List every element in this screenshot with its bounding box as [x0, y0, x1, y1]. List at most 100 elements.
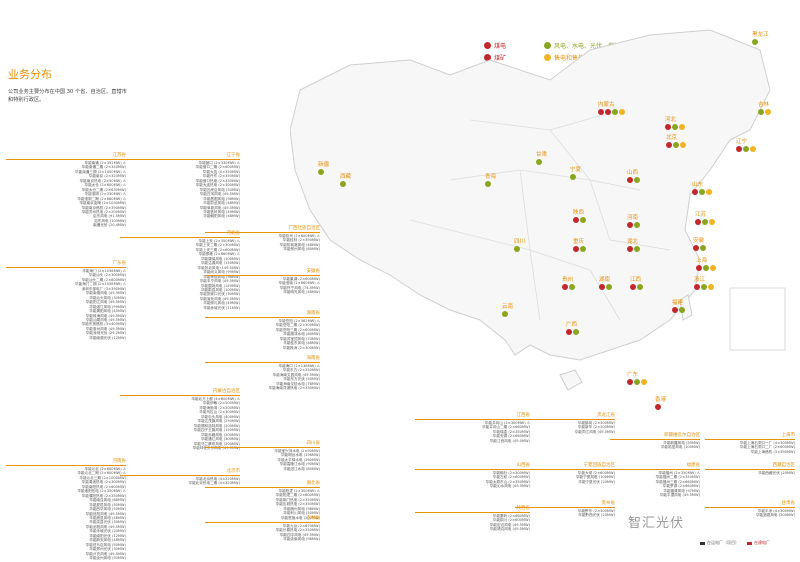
project-line: 华能彰武风电 (48MW)	[203, 201, 240, 206]
project-line: 华能安源 (2×660MW)	[492, 434, 530, 439]
project-line: 华能酒泉风电 (200MW)	[755, 513, 795, 518]
project-line: 华能大连热电 (2×300MW)	[195, 183, 240, 188]
project-line: 华能贺州风电 (80MW)	[283, 247, 320, 252]
project-line: 华能岳阳三期 (2×600MW)	[275, 327, 320, 332]
service-icon	[750, 146, 756, 152]
project-line: 华能南京金陵 (2×1030MW)	[79, 201, 126, 206]
page-title: 业务分布	[8, 68, 52, 81]
province-block: 山西省 华能榆社 (2×300MW) 华能左权 (2×600MW) 华能太原东山 (2…	[415, 462, 530, 489]
project-line: 华能榆社 (2×300MW)	[492, 471, 530, 475]
legend-operating: 在运电厂（项目）	[700, 540, 739, 546]
project-line: 华能南澳光伏 (12MW)	[89, 335, 126, 340]
province-block-heading: 内蒙古自治区	[120, 388, 240, 396]
project-line: 华能张家口光伏 (30MW)	[199, 292, 240, 297]
province-block: 海南省 华能海口 (2×138MW) ⚠ 华能东方 (2×350MW) 华能海南文昌风…	[205, 355, 320, 391]
project-line: 华能揭阳风电 (45MW)	[89, 309, 126, 314]
project-line: 华能朝阳风电 (48MW)	[203, 214, 240, 219]
map-label-3: 河北	[665, 115, 685, 130]
renewable-icon	[752, 39, 758, 45]
province-block-heading: 黑龙江省	[515, 412, 615, 420]
project-line: 华能北京热电 (4×220MW)	[195, 477, 240, 481]
province-name: 福建	[672, 300, 684, 306]
coal-power-icon	[566, 329, 572, 335]
project-line: 华能瓦房店风电 (50MW)	[199, 187, 240, 192]
province-name: 湖北	[627, 239, 639, 245]
renewable-icon	[570, 174, 576, 180]
coal-power-icon	[627, 177, 633, 183]
map-label-19: 湖北	[627, 237, 640, 252]
map-label-22: 贵州	[562, 275, 575, 290]
province-block: 内蒙古自治区 华能北方上都 (4×600MW) ⚠ 华能伊敏 (2×500MW) 华能…	[120, 388, 240, 450]
province-block: 辽宁省 华能营口 (2×330MW) ⚠ 华能营口二期 (2×600MW) 华能大连 …	[120, 152, 240, 219]
renewable-icon	[673, 142, 679, 148]
province-block-heading: 广东省	[6, 260, 126, 268]
renewable-icon	[758, 109, 764, 115]
province-name: 吉林	[758, 102, 770, 108]
project-line: 华能湘祁水电 (80MW)	[283, 332, 320, 337]
project-line: 华能海门 (2×1036MW) ⚠	[82, 269, 126, 273]
project-line: 华能长春热电 (2×350MW)	[275, 528, 320, 533]
service-icon	[680, 142, 686, 148]
province-name: 山西	[627, 170, 639, 176]
project-line: 华能通辽风电 (300MW)	[200, 437, 240, 442]
coal-power-icon	[694, 284, 700, 290]
project-line: 华能珠海风电 (49.5MW)	[85, 313, 126, 318]
project-line: 华能南阳光伏 (12MW)	[89, 533, 126, 538]
project-line: 华能深圳光伏 (29.2MW)	[85, 331, 126, 336]
project-line: 华能宁夏光伏 (20MW)	[578, 479, 615, 484]
project-line: 华能上海石洞口一厂 (4×300MW)	[739, 441, 795, 445]
map-label-23: 湖南	[599, 275, 612, 290]
renewable-icon	[580, 246, 586, 252]
province-block: 广东省 华能海门 (2×1036MW) ⚠ 华能汕头 (2×300MW) 华能汕头二期…	[6, 260, 126, 340]
project-line: 华能淮阴二期 (2×660MW) ⚠	[77, 196, 126, 201]
province-name: 广东	[627, 372, 639, 378]
coal-power-icon	[696, 265, 702, 271]
province-block: 河南省 华能沁北 (2×600MW) ⚠ 华能沁北二期 (2×600MW) ⚠ 华能沁…	[6, 458, 126, 561]
province-block: 吉林省 华能九台 (2×670MW) 华能长春热电 (2×350MW) 华能四平风电 …	[205, 515, 320, 542]
project-line: 华能应城热电 (2×350MW)	[275, 502, 320, 507]
province-name: 湖南	[599, 277, 611, 283]
project-line: 华能明台水电 (196MW)	[280, 453, 320, 458]
project-line: 华能平凉 (4×300MW)	[757, 509, 795, 513]
province-block-heading: 广西壮族自治区	[205, 225, 320, 233]
renewable-icon	[637, 284, 643, 290]
province-block-heading: 江苏省	[6, 152, 126, 160]
province-name: 云南	[502, 304, 514, 310]
project-line: 华能南通二期 (2×350MW)	[81, 165, 126, 170]
project-line: 华能汝州风电 (50MW)	[89, 556, 126, 561]
project-line: 华能随州风电 (98MW)	[283, 506, 320, 511]
map-label-21: 浙江	[694, 275, 714, 290]
plant-status-legend: 在运电厂（项目） 在建电厂	[700, 540, 770, 546]
china-map	[290, 29, 786, 391]
coal-power-icon	[627, 246, 633, 252]
map-label-29: 香港	[655, 395, 666, 410]
renewable-icon	[700, 245, 706, 251]
renewable-icon	[318, 169, 324, 175]
province-name: 四川	[514, 239, 526, 245]
project-line: 华能荆门热电 (2×350MW)	[275, 497, 320, 502]
coal-power-icon	[573, 246, 579, 252]
map-label-26: 广西	[566, 320, 579, 335]
map-label-24: 江西	[630, 275, 643, 290]
renewable-icon	[606, 284, 612, 290]
province-block: 湖南省 华能岳阳 (2×362MW) ⚠ 华能岳阳二期 (2×300MW) 华能岳阳三…	[205, 310, 320, 350]
project-line: 华能新华 (2×200MW)	[577, 425, 615, 430]
province-name: 香港	[655, 397, 667, 403]
project-line: 华能赤峰风电 (200MW)	[200, 432, 240, 437]
project-line: 华能海南戈枕水电 (78MW)	[276, 381, 320, 386]
project-line: 华能湛江风电 (99MW)	[89, 304, 126, 309]
map-label-13: 陕西	[573, 208, 586, 223]
province-block-heading: 辽宁省	[120, 152, 240, 160]
renewable-icon	[634, 379, 640, 385]
project-line: 华能上安三期 (2×600MW)	[195, 247, 240, 252]
renewable-icon	[340, 181, 346, 187]
project-line: 如东风电 (100MW)	[94, 218, 126, 223]
province-block-heading: 吉林省	[205, 515, 320, 523]
province-block-heading: 上海市	[705, 432, 795, 440]
province-block: 四川省 华能宝兴河水电 (2×90MW) 华能明台水电 (196MW) 华能太平驿水电…	[205, 440, 320, 471]
province-block: 陕西省 华能秦岭 (2×660MW) 华能铜川 (2×600MW) 华能定边风电 (4…	[415, 505, 530, 532]
project-line: 华能丹东 (2×350MW)	[202, 174, 240, 179]
province-block: 江西省 华能井冈山 (2×300MW) ⚠ 华能井冈山二期 (2×660MW) 华能瑞…	[415, 412, 530, 443]
project-line: 华能南京热电 (2×50MW) ⚠	[79, 178, 126, 183]
province-block-heading: 河北省	[120, 230, 240, 238]
